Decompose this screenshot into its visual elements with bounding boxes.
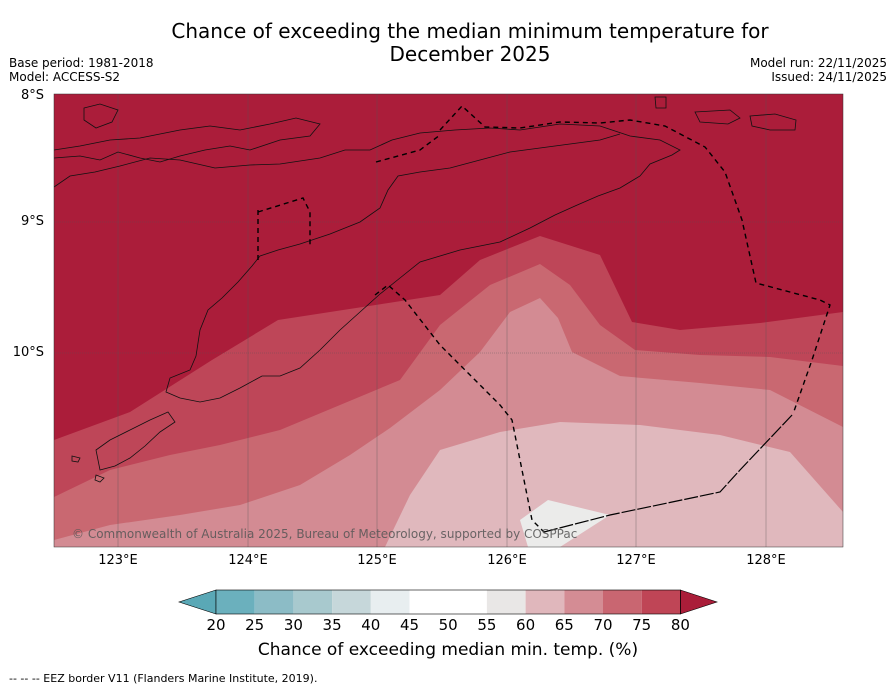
graticule bbox=[54, 94, 843, 547]
map-title: Chance of exceeding the median minimum t… bbox=[100, 20, 840, 66]
colorbar-segment bbox=[254, 590, 294, 614]
colorbar-segment bbox=[216, 590, 255, 614]
colorbar-tick-label: 80 bbox=[670, 616, 690, 634]
title-line-2: December 2025 bbox=[389, 42, 551, 66]
colorbar-tick-label: 65 bbox=[554, 616, 574, 634]
colorbar bbox=[178, 589, 718, 615]
colorbar-tick-label: 75 bbox=[632, 616, 652, 634]
colorbar-segment bbox=[293, 590, 333, 614]
colorbar-segment bbox=[448, 590, 487, 614]
lat-label-10s: 10°S bbox=[12, 345, 44, 360]
meta-right: Model run: 22/11/2025 Issued: 24/11/2025 bbox=[750, 56, 887, 84]
issued-date: Issued: 24/11/2025 bbox=[771, 70, 887, 84]
lat-label-9s: 9°S bbox=[20, 214, 44, 229]
colorbar-extend-high bbox=[680, 589, 718, 615]
lon-label-127e: 127°E bbox=[616, 553, 656, 568]
colorbar-tick-label: 40 bbox=[361, 616, 381, 634]
band-60-65 bbox=[385, 422, 843, 547]
colorbar-tick-label: 45 bbox=[399, 616, 420, 634]
lon-label-125e: 125°E bbox=[357, 553, 397, 568]
island-small bbox=[94, 474, 105, 483]
colorbar-label: Chance of exceeding median min. temp. (%… bbox=[257, 640, 639, 660]
colorbar-tick-label: 55 bbox=[477, 616, 497, 634]
eez-legend-note: -- -- -- EEZ border V11 (Flanders Marine… bbox=[9, 672, 318, 685]
colorbar-segment bbox=[370, 590, 410, 614]
colorbar-segment bbox=[525, 590, 565, 614]
colorbar-segment bbox=[603, 590, 642, 614]
colorbar-tick-label: 30 bbox=[283, 616, 303, 634]
eez-borders bbox=[257, 105, 831, 533]
lon-label-126e: 126°E bbox=[487, 553, 527, 568]
meta-left: Base period: 1981-2018 Model: ACCESS-S2 bbox=[9, 56, 154, 84]
base-period: Base period: 1981-2018 bbox=[9, 56, 154, 70]
title-line-1: Chance of exceeding the median minimum t… bbox=[171, 19, 769, 43]
colorbar-segment bbox=[564, 590, 603, 614]
lon-label-124e: 124°E bbox=[228, 553, 268, 568]
semau-island bbox=[95, 411, 176, 471]
colorbar-segment bbox=[332, 590, 371, 614]
colorbar-tick-label: 35 bbox=[322, 616, 342, 634]
eez-border-south bbox=[543, 413, 794, 533]
copyright-text: © Commonwealth of Australia 2025, Bureau… bbox=[72, 527, 577, 541]
timor-island-coast bbox=[54, 123, 681, 403]
colorbar-frame bbox=[215, 589, 681, 615]
model-run: Model run: 22/11/2025 bbox=[749, 56, 887, 70]
eez-border-oecusse bbox=[257, 197, 311, 260]
colorbar-segment bbox=[409, 590, 449, 614]
band-55-60 bbox=[520, 500, 610, 547]
lon-label-128e: 128°E bbox=[746, 553, 786, 568]
eez-border-west bbox=[374, 134, 545, 533]
colorbar-segment bbox=[486, 590, 526, 614]
colorbar-segment bbox=[641, 590, 681, 614]
island-north-1 bbox=[83, 103, 119, 129]
eez-border-north bbox=[439, 105, 831, 415]
island-north-2 bbox=[654, 96, 667, 109]
lat-label-8s: 8°S bbox=[20, 88, 44, 103]
colorbar-tick-label: 20 bbox=[206, 616, 226, 634]
island-north-3 bbox=[749, 113, 797, 131]
colorbar-tick-label: 70 bbox=[593, 616, 613, 634]
island-north-4 bbox=[694, 109, 741, 125]
map-panel: © Commonwealth of Australia 2025, Bureau… bbox=[54, 94, 843, 547]
map-frame bbox=[53, 93, 844, 548]
colorbar-tick-label: 25 bbox=[245, 616, 265, 634]
flores-coast bbox=[54, 117, 321, 163]
rote-island bbox=[71, 455, 81, 463]
colorbar-extend-low bbox=[178, 589, 217, 615]
coastlines bbox=[54, 96, 797, 483]
lon-label-123e: 123°E bbox=[98, 553, 138, 568]
model-name: Model: ACCESS-S2 bbox=[9, 70, 121, 84]
colorbar-tick-label: 50 bbox=[438, 616, 458, 634]
colorbar-tick-label: 60 bbox=[516, 616, 536, 634]
